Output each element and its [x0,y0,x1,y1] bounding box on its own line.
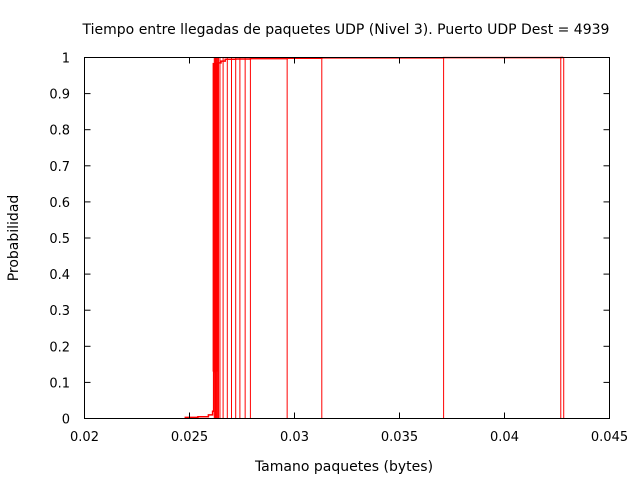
cdf-dense-rise [212,62,218,372]
x-axis-ticks: 0.02 0.025 0.03 0.035 0.04 0.045 [70,57,628,445]
x-axis-label: Tamano paquetes (bytes) [254,459,433,475]
y-tick-label: 0.5 [49,232,70,247]
y-axis-label: Probabilidad [6,195,22,282]
y-tick-label: 0 [62,413,70,428]
x-tick-label: 0.02 [70,430,99,445]
x-tick-label: 0.045 [591,430,628,445]
y-tick-label: 0.8 [49,124,70,139]
x-tick-label: 0.03 [280,430,309,445]
y-tick-label: 0.7 [49,160,70,175]
chart-title: Tiempo entre llegadas de paquetes UDP (N… [82,22,610,38]
x-tick-label: 0.025 [171,430,208,445]
y-tick-label: 0.2 [49,340,70,355]
plot-lines [184,56,565,419]
y-tick-label: 1 [62,52,70,67]
y-tick-label: 0.9 [49,88,70,103]
cdf-series-line [184,56,564,419]
y-tick-label: 0.6 [49,196,70,211]
x-tick-label: 0.035 [381,430,418,445]
x-tick-label: 0.04 [490,430,519,445]
y-tick-label: 0.1 [49,376,70,391]
y-tick-label: 0.4 [49,268,70,283]
y-tick-label: 0.3 [49,304,70,319]
y-axis-ticks: 0 0.1 0.2 0.3 0.4 0.5 0.6 0.7 0.8 0.9 1 [49,52,610,428]
plot-frame [84,57,610,419]
